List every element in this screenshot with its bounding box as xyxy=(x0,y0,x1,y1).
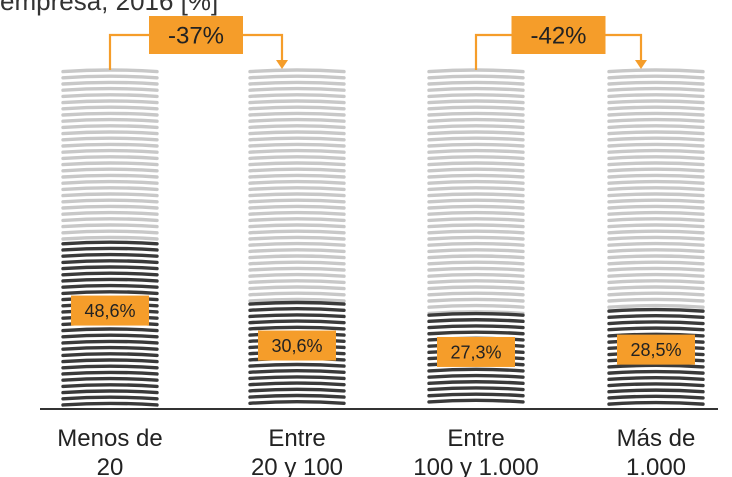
bar-0 xyxy=(61,68,159,407)
change-label-0: -37% xyxy=(168,23,224,50)
bar-0-remainder xyxy=(61,68,159,241)
category-label-1-1: 20 y 100 xyxy=(251,454,343,477)
category-label-3-0: Más de xyxy=(617,425,696,452)
category-label-3-1: 1.000 xyxy=(626,454,686,477)
value-label-box-1 xyxy=(258,330,336,361)
value-label-box-2 xyxy=(437,336,515,367)
bar-1-remainder xyxy=(248,68,346,303)
change-arrowhead-1 xyxy=(635,60,647,69)
bar-3 xyxy=(607,68,705,406)
change-label-1: -42% xyxy=(530,23,586,50)
bar-3-remainder xyxy=(607,68,705,309)
value-label-3: 28,5% xyxy=(630,340,681,360)
category-label-2-1: 100 y 1.000 xyxy=(413,454,538,477)
change-arrowhead-0 xyxy=(276,60,288,69)
change-label-box-1 xyxy=(511,16,606,54)
category-label-0-1: 20 xyxy=(97,454,124,477)
value-label-1: 30,6% xyxy=(271,336,322,356)
value-label-2: 27,3% xyxy=(450,342,501,362)
chart-title: empresa, 2016 [%] xyxy=(0,0,219,16)
change-label-box-0 xyxy=(149,16,243,54)
bar-2-remainder xyxy=(427,68,525,316)
category-label-0-0: Menos de xyxy=(57,425,162,452)
bar-1 xyxy=(248,68,346,405)
category-label-1-0: Entre xyxy=(268,425,325,452)
value-label-box-3 xyxy=(617,334,695,365)
value-label-box-0 xyxy=(71,295,149,326)
value-label-0: 48,6% xyxy=(84,301,135,321)
category-label-2-0: Entre xyxy=(447,425,504,452)
